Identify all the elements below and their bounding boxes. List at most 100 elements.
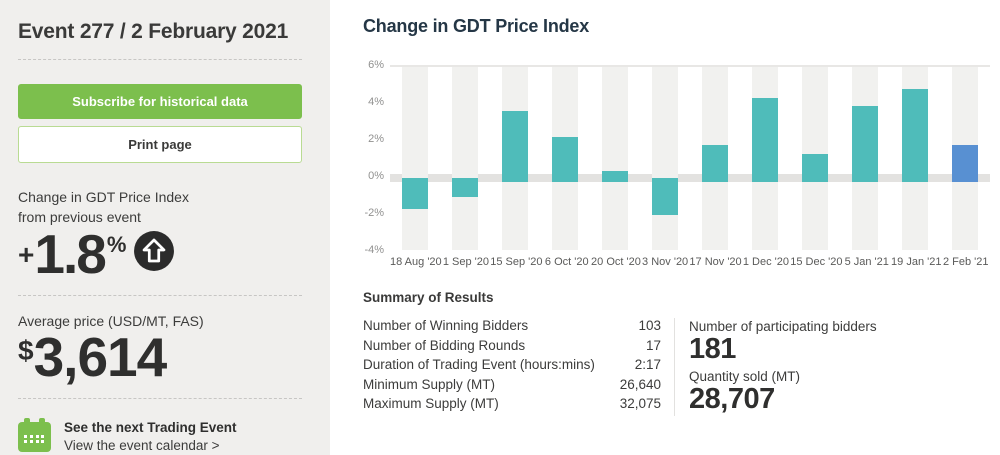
chart-bar[interactable] <box>552 137 578 182</box>
stat-label: Quantity sold (MT) <box>689 368 801 384</box>
y-tick-label: 2% <box>368 133 384 145</box>
y-tick-label: -4% <box>364 244 384 256</box>
change-value: 1.8 <box>34 223 106 286</box>
y-tick-label: -2% <box>364 207 384 219</box>
chart-bar[interactable] <box>952 144 978 182</box>
x-tick-label: 2 Feb '21 <box>942 256 989 268</box>
stat-label: Number of participating bidders <box>689 319 877 334</box>
chart-column <box>790 67 840 250</box>
summary-row-label: Maximum Supply (MT) <box>363 396 499 412</box>
stat-value: 28,707 <box>689 382 775 415</box>
chart-column <box>540 67 590 250</box>
summary-row-label: Duration of Trading Event (hours:mins) <box>363 357 595 373</box>
summary-section: Summary of Results Number of Winning Bid… <box>363 290 990 416</box>
chart-bar[interactable] <box>852 105 878 182</box>
gdt-price-index-chart: 6% 4% 2% 0% -2% -4% <box>363 59 990 256</box>
event-calendar-link[interactable]: View the event calendar > <box>64 437 220 453</box>
zero-line-band <box>390 174 990 182</box>
chart-bar[interactable] <box>702 144 728 182</box>
x-tick-label: 1 Dec '20 <box>742 256 789 268</box>
column-background-stripe <box>402 67 428 250</box>
next-event-block: See the next Trading Event View the even… <box>18 417 302 454</box>
chart-bar[interactable] <box>802 153 828 182</box>
column-background-stripe <box>652 67 678 250</box>
summary-row: Minimum Supply (MT) 26,640 <box>363 375 661 395</box>
change-label: Change in GDT Price Index from previous … <box>18 188 302 227</box>
summary-row-label: Number of Bidding Rounds <box>363 337 526 353</box>
summary-row: Number of Bidding Rounds 17 <box>363 336 661 356</box>
summary-stats: Number of participating bidders 181 Quanti… <box>689 316 877 416</box>
x-tick-label: 6 Oct '20 <box>544 256 589 268</box>
chart-column <box>590 67 640 250</box>
column-background-stripe <box>452 67 478 250</box>
change-unit: % <box>106 232 127 258</box>
chart-column <box>390 67 440 250</box>
summary-columns: Number of Winning Bidders 103 Number of Bi… <box>363 316 990 416</box>
x-tick-label: 15 Sep '20 <box>490 256 543 268</box>
price-index-change: + 1.8 % <box>18 223 302 286</box>
summary-row-label: Minimum Supply (MT) <box>363 376 496 392</box>
chart-bar[interactable] <box>902 89 928 182</box>
chart-bar[interactable] <box>602 170 628 182</box>
average-price-label: Average price (USD/MT, FAS) <box>18 312 204 329</box>
summary-row-value: 103 <box>638 318 661 333</box>
chart-column <box>490 67 540 250</box>
summary-row-value: 26,640 <box>619 376 661 392</box>
x-tick-label: 19 Jan '21 <box>891 256 942 268</box>
calendar-icon-dots <box>24 434 45 443</box>
up-arrow-icon <box>134 231 175 272</box>
average-price-value: 3,614 <box>33 326 168 389</box>
event-title: Event 277 / 2 February 2021 <box>18 20 289 43</box>
stat-value: 181 <box>689 333 736 365</box>
x-tick-label: 18 Aug '20 <box>390 256 442 268</box>
chart-bar[interactable] <box>752 98 778 182</box>
summary-row-value: 2:17 <box>634 357 661 373</box>
chart-bar[interactable] <box>452 178 478 197</box>
summary-table: Number of Winning Bidders 103 Number of Bi… <box>363 316 661 416</box>
y-axis: 6% 4% 2% 0% -2% -4% <box>363 59 390 256</box>
currency-symbol: $ <box>18 335 34 367</box>
x-tick-label: 15 Dec '20 <box>790 256 843 268</box>
y-tick-label: 6% <box>368 59 384 71</box>
x-tick-label: 20 Oct '20 <box>591 256 641 268</box>
column-background-stripe <box>602 67 628 250</box>
next-event-text: See the next Trading Event View the even… <box>64 419 237 454</box>
average-price: $ 3,614 <box>18 326 302 389</box>
x-axis-labels: 18 Aug '20 1 Sep '20 15 Sep '20 6 Oct '20 20… <box>390 256 990 268</box>
change-sign: + <box>18 239 35 271</box>
change-label-line1: Change in GDT Price Index <box>18 189 189 205</box>
chart-column <box>940 67 990 250</box>
summary-row: Number of Winning Bidders 103 <box>363 316 661 336</box>
summary-row-label: Number of Winning Bidders <box>363 318 529 333</box>
subscribe-button[interactable]: Subscribe for historical data <box>18 84 302 119</box>
x-tick-label: 5 Jan '21 <box>844 256 889 268</box>
separator <box>18 397 302 399</box>
sidebar: Event 277 / 2 February 2021 Subscribe fo… <box>0 0 330 455</box>
print-page-button[interactable]: Print page <box>18 126 302 163</box>
y-tick-label: 4% <box>368 96 384 108</box>
plot-columns <box>390 67 990 250</box>
separator <box>18 59 302 60</box>
x-tick-label: 17 Nov '20 <box>689 256 742 268</box>
chart-column <box>840 67 890 250</box>
chart-bar[interactable] <box>652 178 678 215</box>
x-tick-label: 1 Sep '20 <box>442 256 489 268</box>
chart-bar[interactable] <box>402 178 428 210</box>
summary-row: Duration of Trading Event (hours:mins) 2:… <box>363 355 661 375</box>
x-tick-label: 3 Nov '20 <box>642 256 689 268</box>
plot-area <box>390 65 990 250</box>
next-event-title: See the next Trading Event <box>64 419 237 435</box>
chart-column <box>690 67 740 250</box>
main-content: Change in GDT Price Index 6% 4% 2% 0% -2% -4%… <box>330 0 1000 455</box>
vertical-divider <box>674 318 675 416</box>
chart-column <box>890 67 940 250</box>
chart-column <box>740 67 790 250</box>
chart-title: Change in GDT Price Index <box>363 16 590 36</box>
separator <box>18 294 302 296</box>
chart-bar[interactable] <box>502 111 528 182</box>
summary-heading: Summary of Results <box>363 290 494 305</box>
summary-row-value: 32,075 <box>619 396 661 412</box>
y-tick-label: 0% <box>368 170 384 182</box>
calendar-icon <box>18 417 51 452</box>
